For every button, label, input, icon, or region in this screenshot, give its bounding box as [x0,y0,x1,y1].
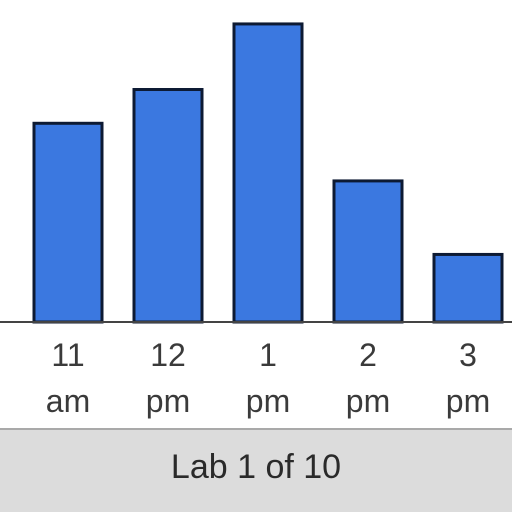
bar-1-pm [232,22,304,324]
bar-12-pm [132,88,204,324]
bar-3-pm [432,252,504,324]
tick-label-12-pm-line1: 12 [150,337,186,373]
chart-area: 11 am 12 pm 1 pm 2 pm 3 pm [0,22,512,419]
bar-chart: 11 am 12 pm 1 pm 2 pm 3 pm [0,22,512,419]
footer-label: Lab 1 of 10 [170,447,342,486]
tick-label-3-pm-line1: 3 [459,337,477,373]
tick-label-2-pm-line1: 2 [359,337,377,373]
bar-2-pm [332,179,404,324]
tick-labels-layer: 11 am 12 pm 1 pm 2 pm 3 pm [46,337,490,419]
tick-label-11-am-line1: 11 [51,337,84,373]
bar-11-am [32,121,104,324]
tick-label-2-pm-line2: pm [346,383,390,419]
footer-bar: Lab 1 of 10 [0,428,512,512]
tick-label-3-pm-line2: pm [446,383,490,419]
tick-label-11-am-line2: am [46,383,90,419]
tick-label-1-pm-line2: pm [246,383,290,419]
tick-label-12-pm-line2: pm [146,383,190,419]
tick-label-1-pm-line1: 1 [259,337,277,373]
bars-layer [32,22,504,324]
